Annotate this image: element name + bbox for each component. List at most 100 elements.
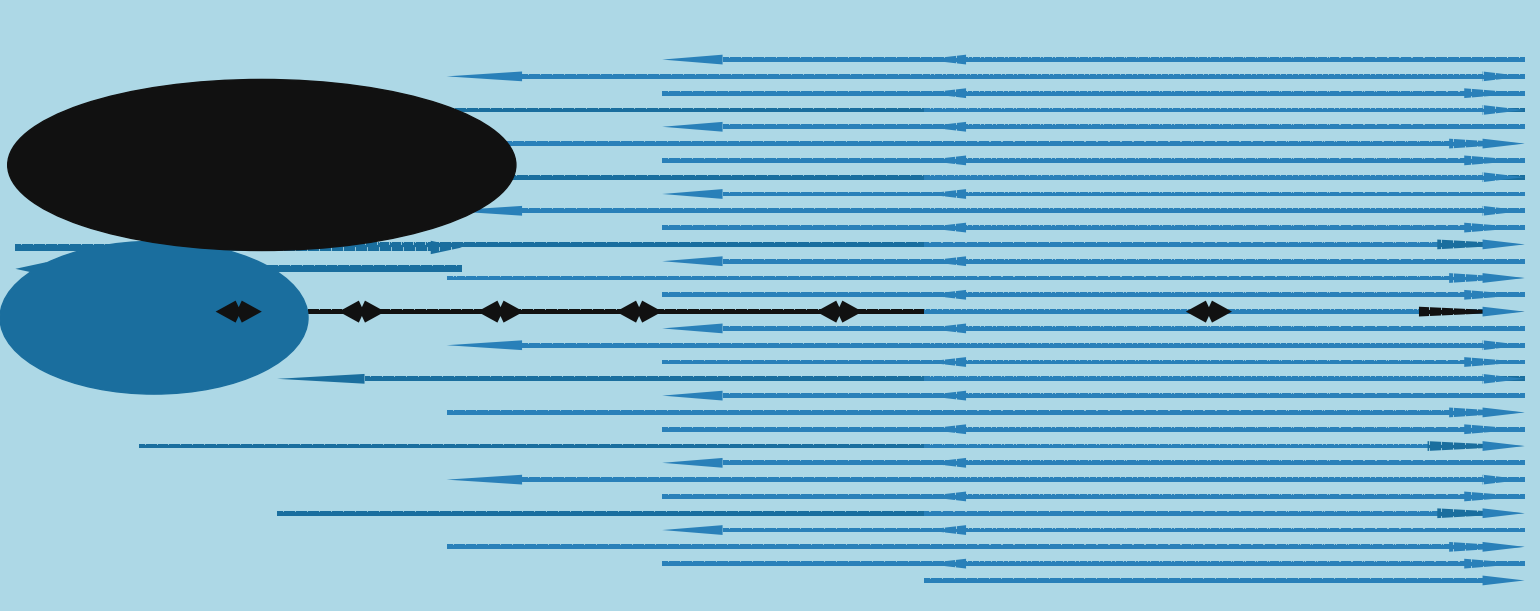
Polygon shape <box>447 206 522 216</box>
Polygon shape <box>1465 491 1525 501</box>
Bar <box>966 90 1525 95</box>
Bar <box>447 276 1449 280</box>
Bar <box>522 343 1525 348</box>
Bar <box>924 309 1483 314</box>
Polygon shape <box>662 391 722 401</box>
Polygon shape <box>924 391 966 401</box>
Polygon shape <box>431 241 462 254</box>
Bar <box>722 527 1525 532</box>
Bar <box>662 359 1465 364</box>
Ellipse shape <box>0 241 308 394</box>
Bar <box>966 461 1525 466</box>
Bar <box>15 244 431 251</box>
Polygon shape <box>1465 290 1525 299</box>
Bar <box>924 544 1483 549</box>
Polygon shape <box>1483 576 1525 585</box>
Polygon shape <box>1449 542 1525 552</box>
Bar <box>966 426 1525 431</box>
Bar <box>662 292 1465 297</box>
Polygon shape <box>1483 273 1525 283</box>
Bar <box>365 108 1525 112</box>
Bar <box>365 376 1525 381</box>
Bar <box>924 376 1483 381</box>
Bar <box>966 259 1525 264</box>
Bar <box>15 309 1418 314</box>
Polygon shape <box>1483 542 1525 552</box>
Bar <box>924 511 1483 516</box>
Polygon shape <box>1483 307 1525 316</box>
Bar <box>924 175 1483 180</box>
Bar <box>966 359 1525 364</box>
Polygon shape <box>447 475 522 485</box>
Bar <box>924 242 1483 247</box>
Polygon shape <box>662 257 722 266</box>
Bar <box>924 410 1483 415</box>
Bar <box>662 494 1465 499</box>
Polygon shape <box>1437 508 1525 518</box>
Polygon shape <box>1483 172 1525 182</box>
Bar <box>966 561 1525 566</box>
Polygon shape <box>924 558 966 568</box>
Polygon shape <box>1483 508 1525 518</box>
Polygon shape <box>1465 357 1525 367</box>
Polygon shape <box>924 525 966 535</box>
Ellipse shape <box>8 79 516 251</box>
Polygon shape <box>924 155 966 165</box>
Polygon shape <box>447 71 522 81</box>
Polygon shape <box>662 458 722 468</box>
Bar <box>277 242 1437 247</box>
Polygon shape <box>1437 240 1525 249</box>
Bar <box>277 511 1437 516</box>
Polygon shape <box>616 301 662 323</box>
Polygon shape <box>662 54 722 64</box>
Bar <box>662 561 1465 566</box>
Polygon shape <box>277 105 365 115</box>
Polygon shape <box>662 525 722 535</box>
Polygon shape <box>662 189 722 199</box>
Polygon shape <box>816 301 862 323</box>
Bar <box>966 225 1525 230</box>
Bar <box>924 578 1483 583</box>
Polygon shape <box>1483 240 1525 249</box>
Polygon shape <box>1483 206 1525 216</box>
Polygon shape <box>1483 340 1525 350</box>
Polygon shape <box>1483 408 1525 417</box>
Bar <box>447 410 1449 415</box>
Polygon shape <box>924 357 966 367</box>
Polygon shape <box>924 424 966 434</box>
Bar <box>522 74 1525 79</box>
Bar <box>924 477 1483 482</box>
Bar <box>522 477 1525 482</box>
Bar <box>966 124 1525 129</box>
Polygon shape <box>1465 222 1525 232</box>
Polygon shape <box>1483 441 1525 451</box>
Polygon shape <box>662 122 722 131</box>
Polygon shape <box>1483 105 1525 115</box>
Polygon shape <box>477 301 524 323</box>
Polygon shape <box>1483 374 1525 384</box>
Bar <box>46 265 462 272</box>
Bar <box>447 141 1449 146</box>
Bar <box>966 494 1525 499</box>
Bar <box>522 208 1525 213</box>
Bar <box>662 158 1465 163</box>
Polygon shape <box>1428 441 1525 451</box>
Bar <box>662 225 1465 230</box>
Bar <box>722 326 1525 331</box>
Polygon shape <box>924 122 966 131</box>
Polygon shape <box>924 257 966 266</box>
Polygon shape <box>1465 88 1525 98</box>
Polygon shape <box>1465 155 1525 165</box>
Bar <box>966 57 1525 62</box>
Bar <box>924 74 1483 79</box>
Polygon shape <box>277 374 365 384</box>
Polygon shape <box>139 172 236 182</box>
Polygon shape <box>15 262 46 276</box>
Polygon shape <box>1449 408 1525 417</box>
Bar <box>139 444 1428 448</box>
Bar <box>966 393 1525 398</box>
Polygon shape <box>924 491 966 501</box>
Polygon shape <box>924 222 966 232</box>
Bar <box>966 158 1525 163</box>
Bar <box>924 208 1483 213</box>
